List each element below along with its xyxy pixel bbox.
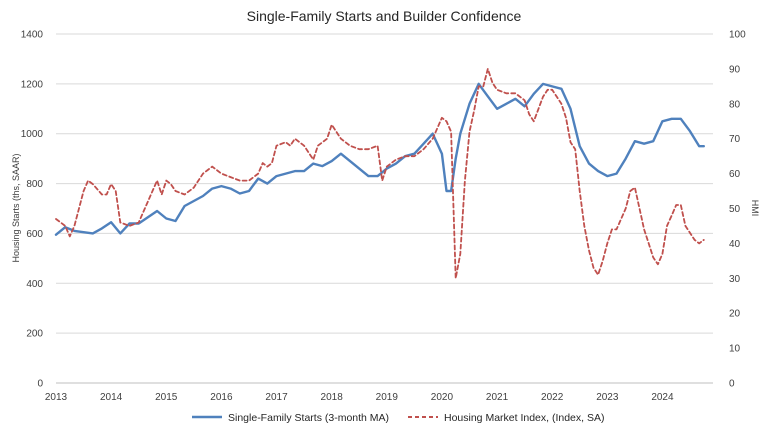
x-tick-label: 2016 — [210, 392, 233, 403]
y-right-tick-label: 60 — [729, 169, 741, 180]
y-left-tick-label: 0 — [37, 379, 43, 390]
series-lines — [54, 68, 705, 280]
x-tick-label: 2020 — [431, 392, 454, 403]
x-tick-label: 2014 — [100, 392, 123, 403]
series-line-starts — [54, 82, 705, 236]
y-right-tick-label: 30 — [729, 274, 741, 285]
y-right-tick-label: 0 — [729, 379, 735, 390]
y-right-tick-label: 90 — [729, 64, 741, 75]
y-left-tick-label: 400 — [26, 279, 43, 290]
gridlines — [56, 33, 713, 334]
x-tick-label: 2019 — [376, 392, 399, 403]
series-line-hmi — [55, 68, 705, 280]
y-left-tick-label: 1000 — [21, 129, 44, 140]
y-axis-left-label: Housing Starts (ths, SAAR) — [11, 153, 21, 262]
y-left-tick-label: 200 — [26, 329, 43, 340]
x-tick-label: 2013 — [45, 392, 68, 403]
y-left-tick-label: 1200 — [21, 79, 44, 90]
x-tick-label: 2018 — [321, 392, 344, 403]
legend-label-starts: Single-Family Starts (3-month MA) — [228, 412, 389, 424]
legend-label-hmi: Housing Market Index, (Index, SA) — [444, 412, 605, 424]
x-tick-label: 2024 — [651, 392, 674, 403]
y-right-tick-label: 40 — [729, 239, 741, 250]
y-right-tick-label: 70 — [729, 134, 741, 145]
y-right-tick-label: 100 — [729, 30, 746, 41]
legend: Single-Family Starts (3-month MA) Housin… — [192, 412, 605, 424]
x-tick-label: 2021 — [486, 392, 509, 403]
x-tick-label: 2015 — [155, 392, 178, 403]
x-tick-label: 2023 — [596, 392, 619, 403]
y-left-tick-label: 600 — [26, 229, 43, 240]
y-left-tick-label: 1400 — [21, 30, 44, 41]
y-right-tick-label: 10 — [729, 344, 741, 355]
axes: 0 200 400 600 800 1000 1200 1400 0 10 20 30 40 50 60 70… — [21, 30, 746, 404]
y-left-tick-label: 800 — [26, 179, 43, 190]
y-right-tick-label: 50 — [729, 204, 741, 215]
chart-title: Single-Family Starts and Builder Confide… — [247, 8, 522, 24]
y-axis-right-label: HMI — [750, 200, 760, 217]
x-tick-label: 2022 — [541, 392, 564, 403]
y-right-tick-label: 80 — [729, 99, 741, 110]
y-right-tick-label: 20 — [729, 309, 741, 320]
x-tick-label: 2017 — [265, 392, 288, 403]
